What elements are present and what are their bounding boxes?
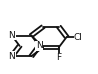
Text: N: N bbox=[36, 41, 43, 50]
Text: N: N bbox=[8, 52, 15, 61]
Text: F: F bbox=[56, 53, 61, 62]
Text: Cl: Cl bbox=[74, 32, 83, 42]
Text: N: N bbox=[8, 31, 15, 40]
